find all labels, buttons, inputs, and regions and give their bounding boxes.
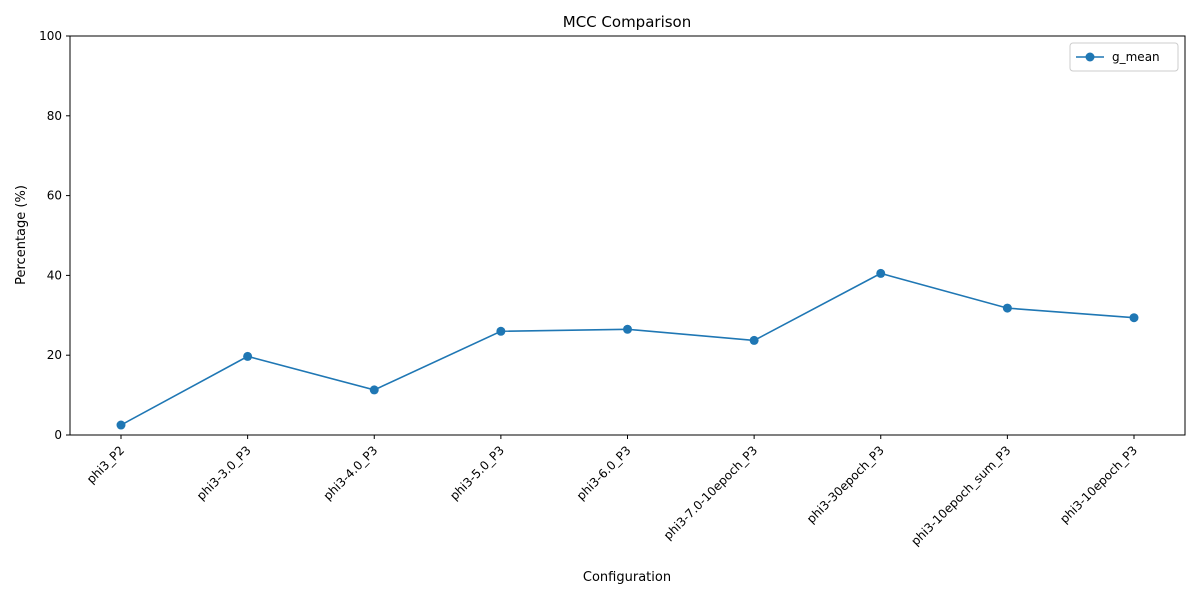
data-point [876, 268, 886, 278]
x-tick-label: phi3-30epoch_P3 [804, 443, 887, 526]
series-line [120, 272, 1135, 426]
legend: g_mean [1069, 42, 1179, 72]
y-tick-label: 40 [47, 268, 62, 282]
y-tick-label: 20 [47, 348, 62, 362]
data-point [243, 351, 253, 361]
y-tick-label: 80 [47, 109, 62, 123]
data-point [369, 385, 379, 395]
x-axis: phi3_P2 phi3-3.0_P3 phi3-4.0_P3 phi3-5.0_P3… [84, 435, 1140, 548]
data-point [116, 420, 126, 430]
x-tick-label: phi3-3.0_P3 [194, 443, 254, 503]
data-point [1002, 303, 1012, 313]
x-tick-label: phi3-10epoch_sum_P3 [908, 443, 1013, 548]
data-point [496, 326, 506, 336]
plot-frame [69, 35, 1186, 436]
plot-area [69, 35, 1186, 436]
series-layer [116, 268, 1139, 430]
x-tick-label: phi3-4.0_P3 [321, 443, 381, 503]
y-tick-label: 0 [54, 428, 62, 442]
x-tick-label: phi3_P2 [84, 443, 127, 486]
legend-frame [1069, 42, 1179, 72]
y-axis: 0 20 40 60 80 100 [39, 29, 70, 442]
x-tick-label: phi3-10epoch_P3 [1057, 443, 1140, 526]
data-point [749, 335, 759, 345]
legend-label: g_mean [1112, 50, 1160, 64]
x-tick-label: phi3-7.0-10epoch_P3 [661, 443, 760, 542]
x-tick-label: phi3-6.0_P3 [574, 443, 634, 503]
legend-marker [1085, 52, 1095, 62]
x-axis-label: Configuration [583, 570, 671, 585]
y-tick-label: 100 [39, 29, 62, 43]
chart-title: MCC Comparison [563, 13, 691, 31]
data-point [1129, 313, 1139, 323]
y-tick-label: 60 [47, 189, 62, 203]
y-axis-label: Percentage (%) [14, 185, 29, 285]
data-point [623, 324, 632, 334]
x-tick-label: phi3-5.0_P3 [447, 443, 507, 503]
